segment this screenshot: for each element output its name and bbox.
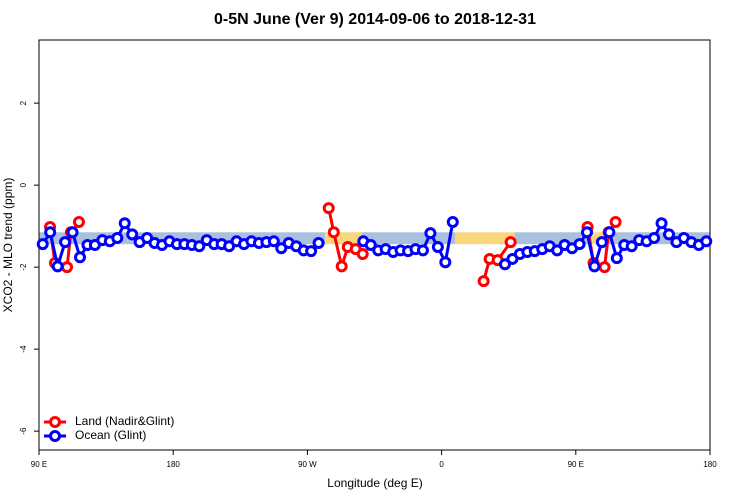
point: [66, 226, 79, 239]
legend-marker: [49, 430, 61, 442]
point: [193, 240, 206, 253]
x-tick-label: 180: [167, 460, 181, 469]
point: [588, 260, 601, 273]
point: [36, 238, 49, 251]
point: [74, 251, 87, 264]
band: [325, 232, 362, 245]
point: [573, 238, 586, 251]
point: [551, 244, 564, 257]
point: [275, 242, 288, 255]
x-tick-label: 90 E: [568, 460, 584, 469]
y-tick-label: 2: [19, 100, 28, 105]
x-tick-label: 180: [703, 460, 717, 469]
point: [118, 217, 131, 230]
x-axis-title: Longitude (deg E): [327, 476, 422, 490]
legend-marker: [49, 416, 61, 428]
x-tick-label: 90 E: [31, 460, 47, 469]
legend-label: Ocean (Glint): [75, 428, 146, 442]
y-tick-label: 0: [19, 182, 28, 187]
point: [504, 236, 517, 249]
point: [59, 236, 72, 249]
legend-label: Land (Nadir&Glint): [75, 414, 174, 428]
point: [416, 244, 429, 257]
point: [267, 235, 280, 248]
point: [312, 236, 325, 249]
point: [610, 252, 623, 265]
point: [61, 261, 74, 274]
point: [580, 226, 593, 239]
point: [305, 245, 318, 258]
point: [477, 275, 490, 288]
chart-title: 0-5N June (Ver 9) 2014-09-06 to 2018-12-…: [214, 11, 536, 28]
point: [700, 235, 713, 248]
point: [603, 226, 616, 239]
point: [364, 239, 377, 251]
point: [335, 260, 348, 273]
point: [625, 240, 638, 253]
band: [514, 232, 590, 245]
point: [595, 236, 608, 249]
y-tick-label: -6: [19, 427, 28, 435]
point: [327, 226, 340, 239]
band: [589, 232, 605, 245]
point: [498, 258, 511, 271]
point: [655, 217, 668, 230]
point: [431, 241, 444, 254]
point: [424, 227, 437, 240]
point: [126, 228, 139, 241]
band: [361, 232, 456, 245]
point: [662, 228, 675, 241]
point: [446, 216, 459, 229]
point: [648, 232, 661, 245]
point: [598, 261, 611, 274]
point: [44, 226, 57, 239]
point: [51, 260, 64, 273]
y-tick-label: -4: [19, 345, 28, 353]
point: [111, 232, 124, 245]
point: [72, 216, 85, 229]
point: [356, 248, 369, 261]
x-tick-label: 90 W: [298, 460, 317, 469]
y-axis-title: XCO2 - MLO trend (ppm): [1, 178, 15, 313]
point: [609, 216, 622, 229]
x-tick-label: 0: [439, 460, 444, 469]
point: [322, 202, 335, 215]
band: [39, 232, 326, 245]
band: [455, 232, 515, 245]
point: [439, 256, 452, 269]
y-tick-label: -2: [19, 263, 28, 271]
